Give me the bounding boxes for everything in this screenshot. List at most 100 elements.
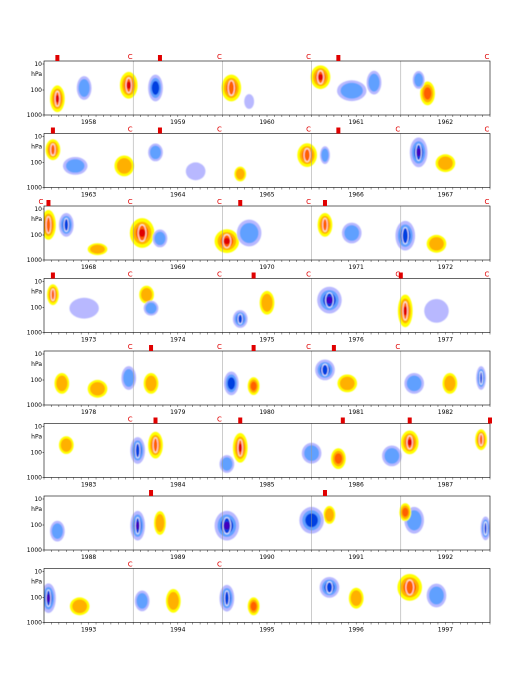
negative-anomaly-region — [319, 577, 340, 598]
negative-anomaly-region — [244, 94, 255, 109]
year-label: 1981 — [349, 409, 364, 416]
year-label: 1971 — [349, 264, 364, 271]
y-tick-label: 1000 — [27, 547, 42, 554]
positive-anomaly-region — [143, 373, 159, 394]
y-tick-label: 100 — [31, 232, 43, 239]
panel-1983-1987: 10 hPa 100 1000 1983 1984 1985 1986 1987 C C — [27, 416, 492, 489]
c-event-marker: C — [128, 343, 133, 351]
negative-anomaly-region — [480, 516, 490, 541]
year-label: 1960 — [259, 119, 274, 126]
positive-anomaly-region — [54, 373, 70, 394]
year-label: 1974 — [170, 337, 185, 344]
event-bar-marker — [251, 345, 256, 351]
c-event-marker: C — [217, 416, 222, 424]
negative-anomaly-region — [337, 80, 367, 102]
year-label: 1978 — [81, 409, 96, 416]
positive-anomaly-region — [317, 213, 333, 237]
y-tick-label: 1000 — [27, 185, 42, 192]
year-label: 1967 — [438, 192, 453, 199]
contour-line — [325, 292, 334, 308]
y-tick-label: 10 — [34, 351, 42, 358]
positive-anomaly-region — [139, 285, 154, 304]
y-tick-label: 100 — [31, 522, 43, 529]
negative-anomaly-region — [148, 74, 163, 102]
negative-anomaly-region — [69, 297, 99, 319]
positive-anomaly-region — [154, 511, 166, 535]
y-tick-label: 10 — [34, 496, 42, 503]
contour-line — [224, 590, 230, 606]
year-label: 1972 — [438, 264, 453, 271]
positive-anomaly-region — [47, 284, 59, 306]
c-event-marker: C — [217, 198, 222, 206]
panel-1968-1972: 10 hPa 100 1000 1968 1969 1970 1971 1972 C C C C C — [27, 198, 491, 271]
year-label: 1984 — [170, 482, 185, 489]
positive-anomaly-region — [247, 597, 260, 616]
y-tick-label: 100 — [31, 87, 43, 94]
y-tick-label: 1000 — [27, 475, 42, 482]
y-tick-label: 1000 — [27, 257, 42, 264]
c-event-marker: C — [128, 561, 133, 569]
y-tick-label: 10 — [34, 134, 42, 141]
event-bar-marker — [157, 55, 162, 61]
contour-line — [54, 91, 61, 107]
negative-anomaly-region — [395, 220, 416, 251]
year-label: 1985 — [259, 482, 274, 489]
positive-anomaly-region — [58, 436, 74, 455]
panel-1993-1997: 10 hPa 100 1000 1993 1994 1995 1996 1997 C C — [27, 561, 491, 634]
year-label: 1966 — [349, 192, 364, 199]
panel-1973-1977: 10 hPa 100 1000 1973 1974 1975 1976 1977 C C C C C — [27, 271, 491, 344]
negative-anomaly-region — [219, 584, 235, 612]
contour-line — [45, 216, 52, 234]
event-bar-marker — [46, 200, 51, 206]
negative-anomaly-region — [148, 143, 163, 162]
y-tick-label: 1000 — [27, 402, 42, 409]
negative-anomaly-region — [62, 156, 88, 175]
positive-anomaly-region — [435, 154, 456, 173]
contour-line — [63, 217, 70, 232]
negative-anomaly-region — [185, 162, 206, 181]
c-event-marker: C — [128, 198, 133, 206]
positive-anomaly-region — [221, 74, 242, 102]
year-label: 1992 — [438, 554, 453, 561]
positive-anomaly-region — [232, 432, 248, 463]
y-tick-label: 100 — [31, 450, 43, 457]
event-bar-marker — [157, 127, 162, 134]
c-event-marker: C — [128, 271, 133, 279]
year-label: 1963 — [81, 192, 96, 199]
event-bar-marker — [251, 272, 256, 279]
year-label: 1996 — [349, 627, 364, 634]
negative-anomaly-region — [409, 137, 428, 168]
y-tick-label: hPa — [31, 71, 42, 78]
positive-anomaly-region — [87, 243, 108, 256]
contour-line — [137, 224, 147, 242]
positive-anomaly-region — [400, 430, 419, 455]
event-bar-marker — [149, 490, 154, 496]
c-event-marker: C — [395, 126, 400, 134]
positive-anomaly-region — [337, 374, 358, 393]
event-bar-marker — [340, 417, 345, 424]
negative-anomaly-region — [236, 219, 262, 247]
positive-anomaly-region — [331, 448, 346, 469]
event-bar-marker — [488, 417, 492, 424]
c-event-marker: C — [306, 53, 311, 61]
negative-anomaly-region — [366, 70, 382, 95]
negative-anomaly-region — [232, 310, 248, 328]
c-event-marker: C — [306, 126, 311, 134]
negative-anomaly-region — [341, 222, 362, 244]
positive-anomaly-region — [148, 431, 163, 459]
negative-anomaly-region — [134, 590, 150, 612]
negative-anomaly-region — [382, 445, 402, 467]
c-event-marker: C — [485, 271, 490, 279]
y-tick-label: 100 — [31, 377, 43, 384]
c-event-marker: C — [395, 343, 400, 351]
y-tick-label: 10 — [34, 424, 42, 431]
negative-anomaly-region — [426, 583, 447, 608]
positive-anomaly-region — [397, 294, 413, 328]
negative-anomaly-region — [223, 371, 239, 396]
year-label: 1969 — [170, 264, 185, 271]
negative-anomaly-region — [130, 510, 146, 541]
positive-anomaly-region — [69, 597, 90, 616]
y-tick-label: 1000 — [27, 112, 42, 119]
y-tick-label: hPa — [31, 361, 42, 368]
contour-line — [237, 313, 243, 325]
